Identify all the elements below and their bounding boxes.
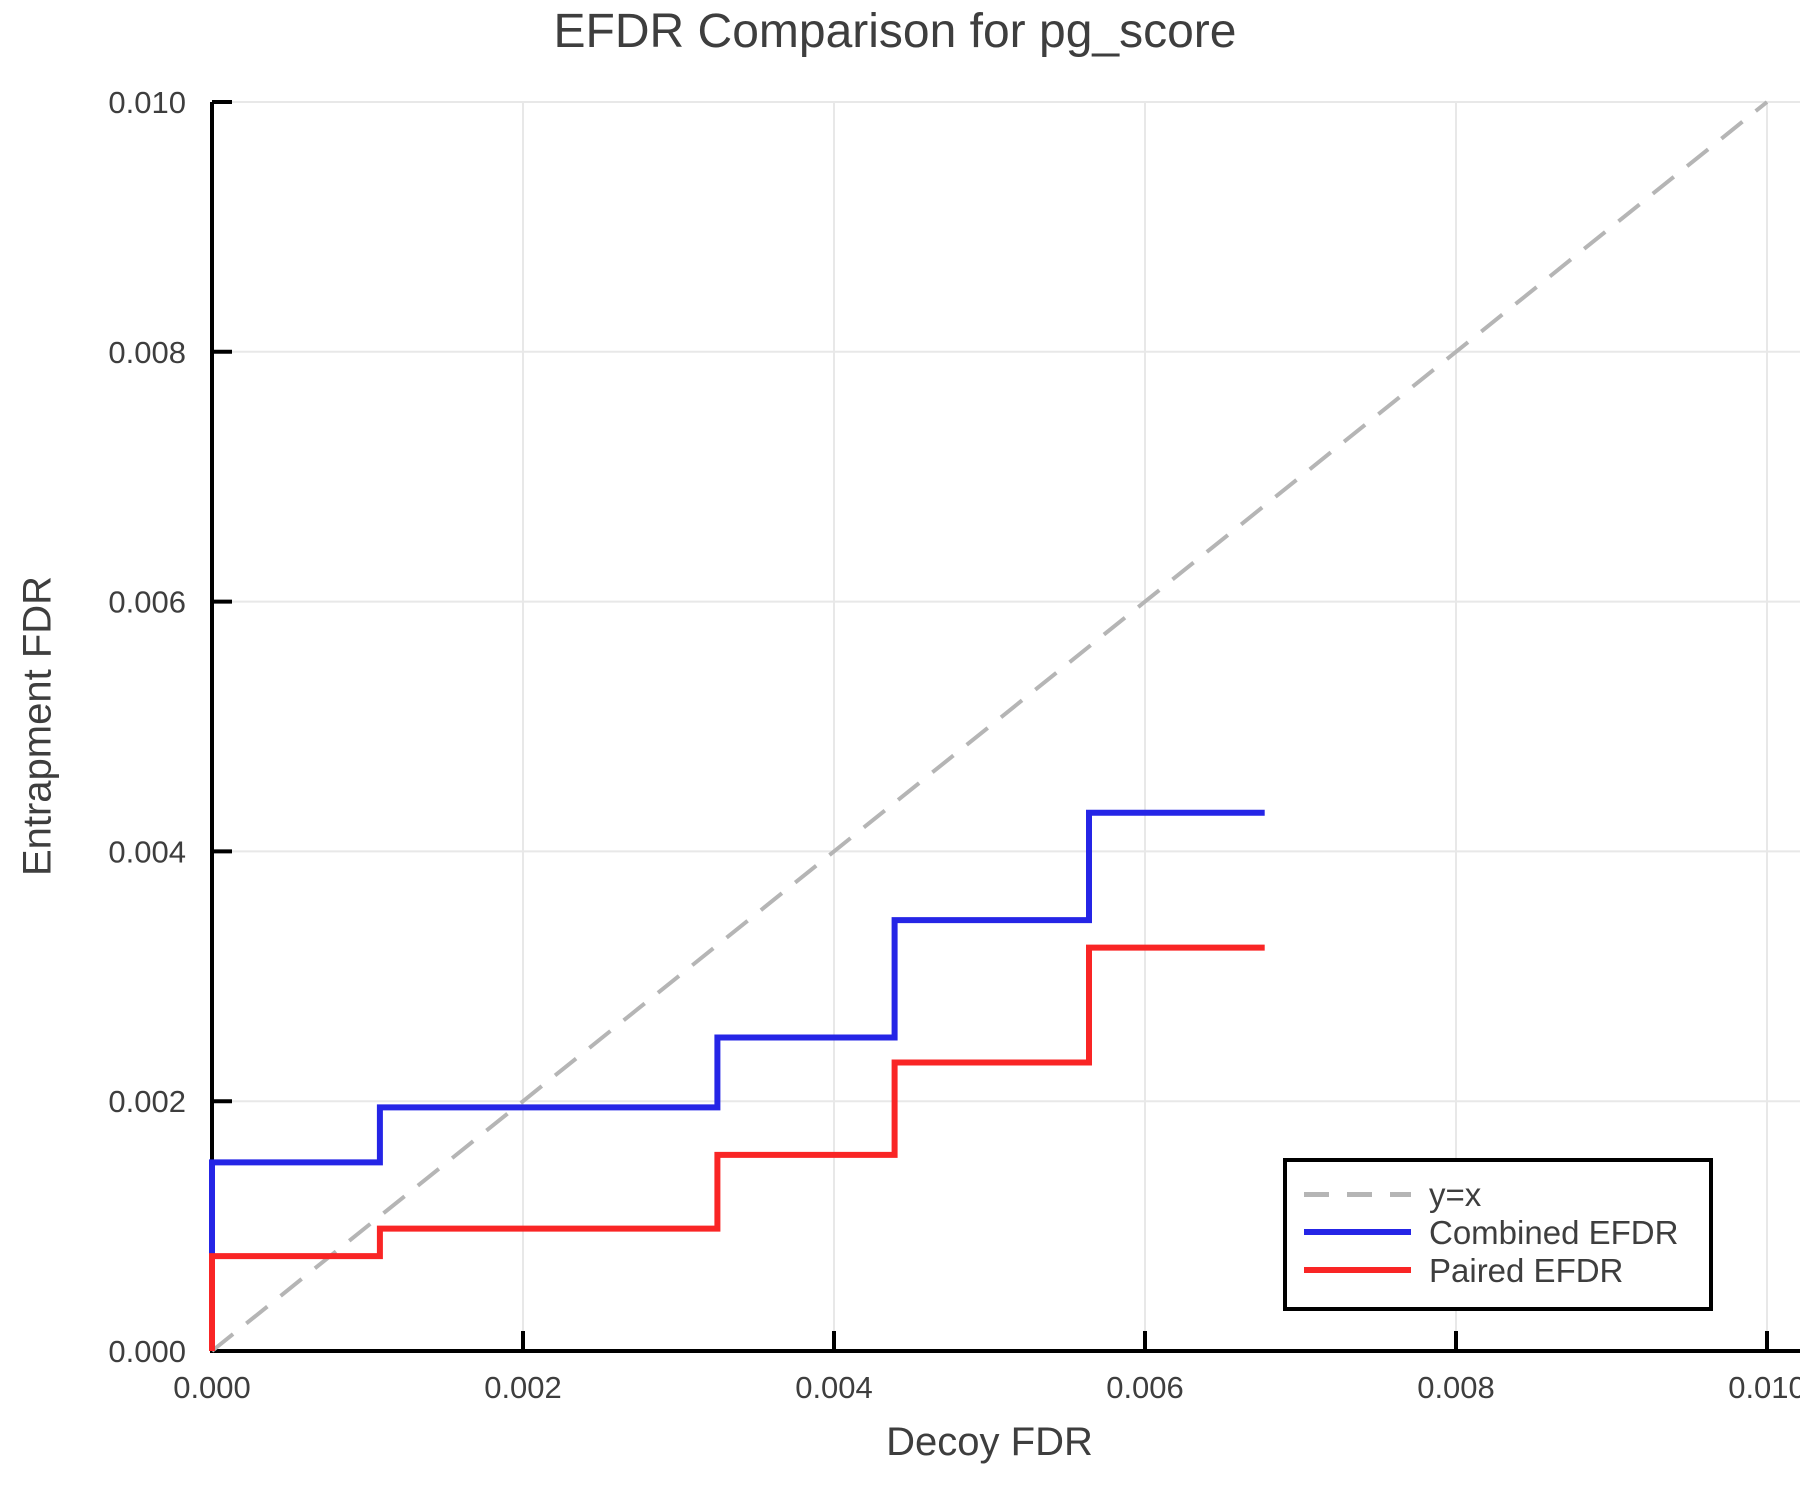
x-tick-label: 0.002 (484, 1370, 562, 1405)
paired-efdr-swatch (1304, 1267, 1411, 1273)
legend-label-combined-efdr: Combined EFDR (1429, 1213, 1679, 1251)
legend-item-yx: y=x (1304, 1175, 1709, 1213)
legend-item-paired-efdr: Paired EFDR (1304, 1251, 1709, 1289)
legend-label-yx: y=x (1429, 1175, 1482, 1213)
y-axis-label: Entrapment FDR (15, 575, 60, 877)
y-tick-label: 0.000 (108, 1334, 186, 1369)
paired-efdr-line (209, 944, 1265, 1351)
legend-item-combined-efdr: Combined EFDR (1304, 1213, 1709, 1251)
y-tick-label: 0.010 (108, 85, 186, 120)
y-tick-label: 0.002 (108, 1084, 186, 1119)
x-tick-label: 0.008 (1417, 1370, 1495, 1405)
combined-efdr-swatch (1304, 1229, 1411, 1235)
x-tick-label: 0.010 (1728, 1370, 1800, 1405)
yx-line-swatch (1304, 1191, 1411, 1197)
x-tick-label: 0.004 (795, 1370, 873, 1405)
x-tick-label: 0.006 (1106, 1370, 1184, 1405)
y-tick-label: 0.008 (108, 335, 186, 370)
legend: y=x Combined EFDR Paired EFDR (1283, 1158, 1713, 1311)
y-tick-label: 0.006 (108, 585, 186, 620)
identity-line (210, 100, 1769, 1353)
chart-title: EFDR Comparison for pg_score (553, 5, 1237, 58)
x-axis-label: Decoy FDR (886, 1420, 1093, 1464)
x-tick-label: 0.000 (173, 1370, 251, 1405)
combined-efdr-line (209, 809, 1265, 1351)
legend-label-paired-efdr: Paired EFDR (1429, 1251, 1624, 1289)
y-tick-label: 0.004 (108, 834, 186, 869)
